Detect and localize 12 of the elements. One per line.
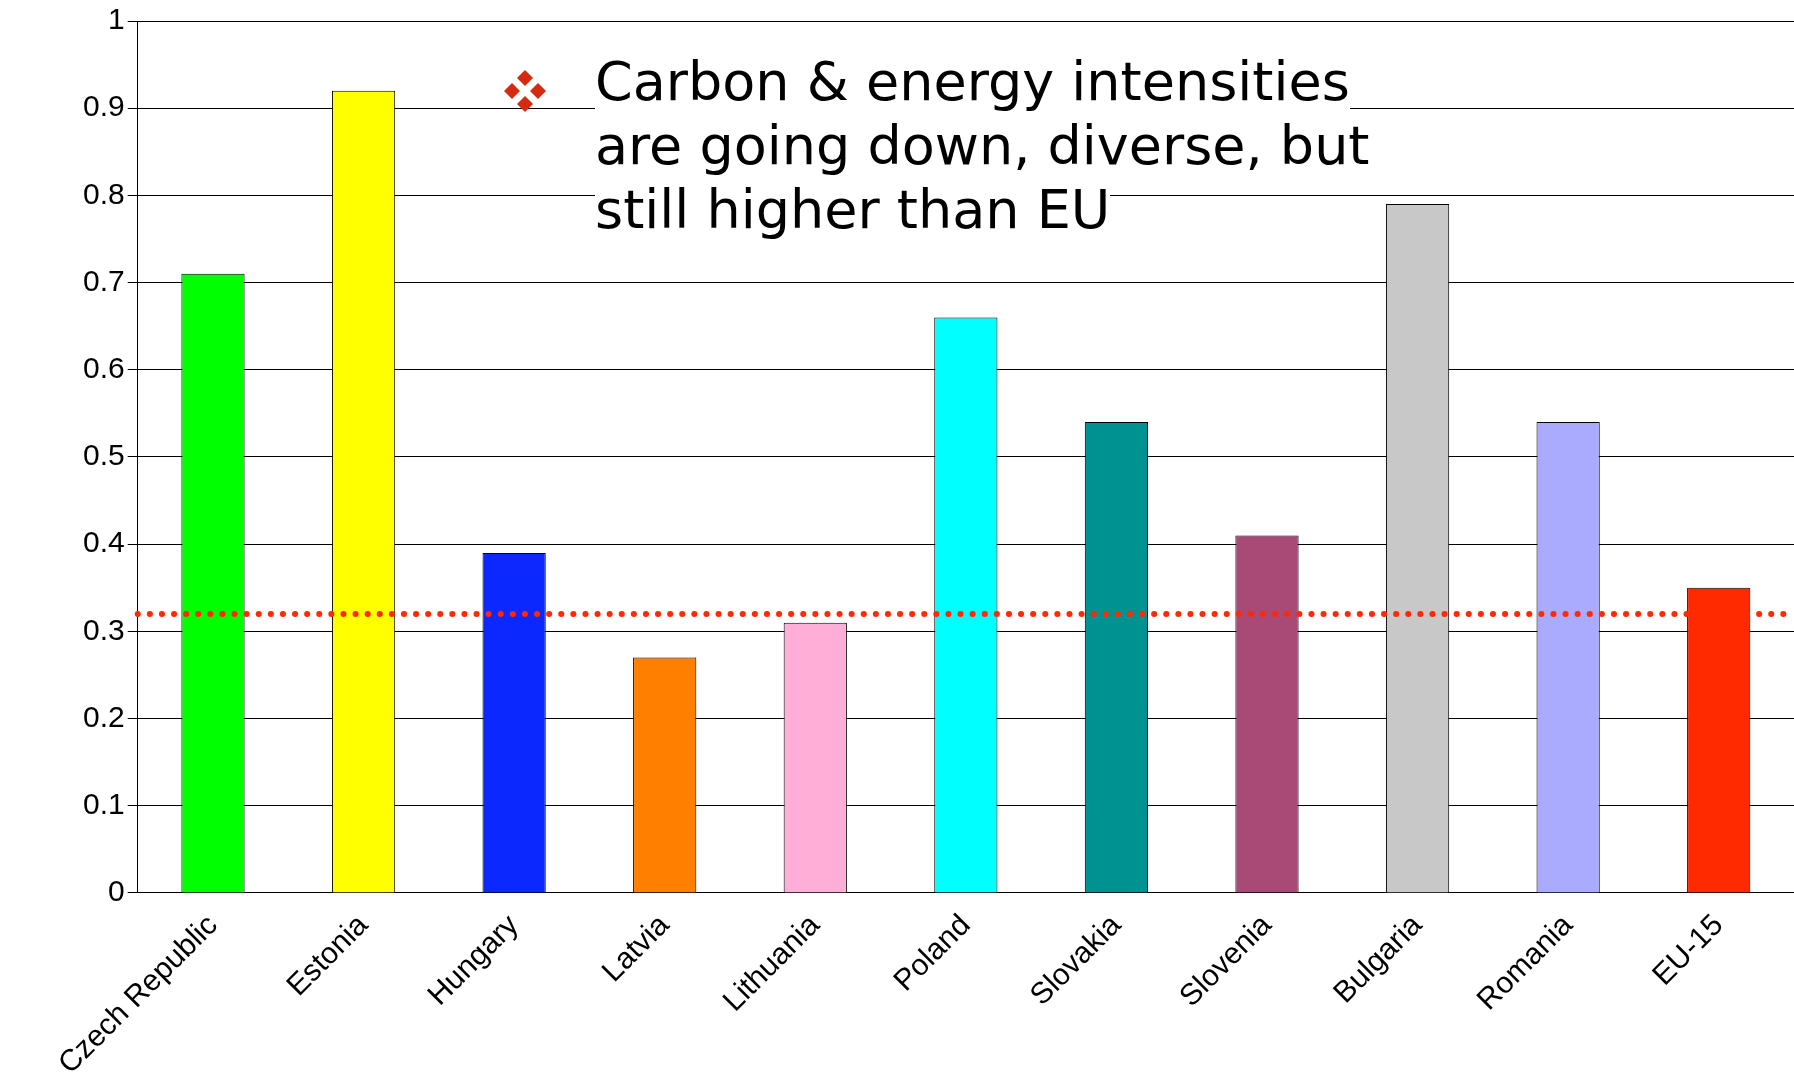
y-tick-label: 0.8: [82, 176, 125, 210]
y-tick-label: 0.4: [82, 525, 125, 559]
y-tick-label: 0.5: [82, 438, 125, 472]
y-tick-label: 0.2: [82, 699, 125, 733]
y-tick-label: 0: [108, 874, 125, 908]
y-tick-label: 0.9: [82, 89, 125, 123]
y-tick-label: 0.1: [82, 787, 125, 821]
annotation: Carbon & energy intensities are going down, diverse, but still higher than EU: [595, 50, 1370, 241]
y-tick-label: 0.3: [82, 612, 125, 646]
y-tick-label: 0.6: [82, 351, 125, 385]
y-tick-label: 0.7: [82, 263, 125, 297]
y-tick-label: 1: [108, 2, 125, 36]
